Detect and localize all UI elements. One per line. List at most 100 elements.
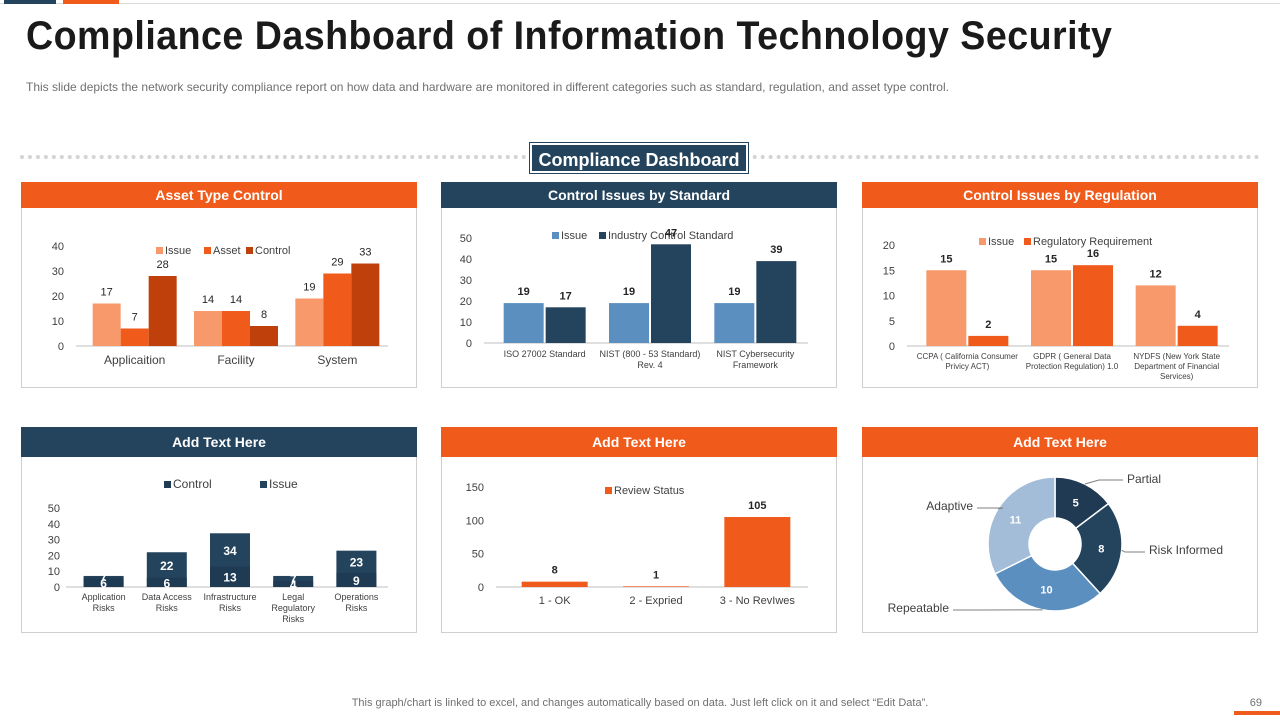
review-bar [623, 586, 689, 587]
maturity-chart: 5 Partial 8 Risk Informed 10 Repeatable 11 Adap… [888, 472, 1223, 615]
risks-category-label: Risks [219, 603, 241, 613]
standard-category-label: Framework [733, 360, 779, 370]
standard-data-label: 47 [665, 227, 677, 239]
risks-ytick: 0 [54, 582, 60, 594]
review-ytick: 150 [466, 482, 484, 494]
standard-bar [609, 303, 649, 343]
top-rule [0, 3, 1280, 4]
donut-value-label: 10 [1040, 585, 1052, 597]
regulation-category-label: Protection Regulation) 1.0 [1026, 362, 1119, 371]
standard-category-label: NIST Cybersecurity [716, 349, 794, 359]
regulation-legend-swatch [1024, 238, 1031, 245]
asset-legend-label: Asset [213, 245, 241, 257]
regulation-ytick: 20 [883, 240, 895, 252]
regulation-category-label: Services) [1160, 372, 1194, 381]
standard-ytick: 0 [466, 338, 472, 350]
standard-panel: Control Issues by Standard 0 10 20 30 40 50 Is… [441, 182, 837, 388]
review-category-label: 3 - No RevIwes [720, 595, 796, 607]
risks-category-label: Infrastructure [203, 592, 256, 602]
regulation-panel: Control Issues by Regulation 0 5 10 15 20 Iss… [862, 182, 1258, 388]
standard-chart: 0 10 20 30 40 50 Issue Industry Control Standar… [460, 227, 808, 370]
risks-legend-label: Control [173, 477, 212, 491]
risks-category-label: Operations [334, 592, 379, 602]
standard-bar [651, 244, 691, 343]
risks-ytick: 50 [48, 503, 60, 515]
standard-ytick: 50 [460, 233, 472, 245]
asset-bar [194, 311, 222, 346]
donut-category-label: Adaptive [926, 499, 973, 513]
regulation-data-label: 2 [985, 319, 991, 331]
regulation-data-label: 15 [940, 253, 952, 265]
regulation-category-label: GDPR ( General Data [1033, 352, 1111, 361]
asset-data-label: 17 [101, 287, 113, 299]
asset-ytick: 10 [52, 316, 64, 328]
asset-bar [222, 311, 250, 346]
asset-data-label: 8 [261, 309, 267, 321]
review-panel: Add Text Here 0 50 100 150 Review Status 8 1 -… [441, 427, 837, 633]
regulation-bar [1177, 325, 1218, 346]
risks-category-label: Data Access [142, 592, 193, 602]
top-accent-navy [4, 0, 56, 4]
asset-category-label: Facility [217, 353, 254, 367]
risks-data-label-issue: 23 [350, 556, 364, 570]
asset-legend-swatch [156, 247, 163, 254]
asset-legend-swatch [204, 247, 211, 254]
top-accent-orange [63, 0, 119, 4]
standard-header: Control Issues by Standard [441, 182, 837, 208]
dashboard-label: Compliance Dashboard [529, 142, 749, 174]
asset-type-chart: 0 10 20 30 40 Issue Asset Control 17 7 28 Applicait… [52, 241, 388, 367]
standard-legend-swatch [552, 232, 559, 239]
review-ytick: 0 [478, 582, 484, 594]
asset-data-label: 14 [202, 294, 214, 306]
standard-ytick: 20 [460, 296, 472, 308]
standard-legend-label: Industry Control Standard [608, 230, 733, 242]
asset-bar [92, 303, 121, 346]
review-category-label: 2 - Expried [629, 595, 682, 607]
risks-category-label: Risks [345, 603, 367, 613]
donut-slice [1071, 502, 1123, 595]
standard-bar [714, 303, 755, 343]
risks-ytick: 40 [48, 519, 60, 531]
asset-type-panel: Asset Type Control 0 10 20 30 40 Issue Asset Co… [21, 182, 417, 388]
maturity-panel: Add Text Here 5 Partial 8 Risk Informed 10 Re… [862, 427, 1258, 633]
risks-data-label-issue: 34 [223, 544, 237, 558]
review-data-label: 105 [748, 500, 766, 512]
asset-bar [250, 326, 278, 346]
standard-bar [756, 261, 797, 343]
regulation-data-label: 15 [1045, 253, 1057, 265]
risks-legend-swatch [260, 481, 267, 488]
asset-legend-label: Issue [165, 245, 191, 257]
asset-ytick: 20 [52, 291, 64, 303]
risks-bar-control [83, 577, 124, 587]
risks-bar-control [210, 566, 250, 587]
asset-data-label: 28 [157, 259, 169, 271]
risks-category-label: Risks [156, 603, 178, 613]
asset-bar [120, 328, 149, 346]
risks-data-label-control: 9 [353, 574, 360, 588]
donut-leader-line [1084, 479, 1123, 485]
asset-ytick: 40 [52, 241, 64, 253]
risks-bar-control [273, 580, 314, 587]
standard-category-label: NIST (800 - 53 Standard) [600, 349, 701, 359]
donut-value-label: 8 [1098, 543, 1104, 555]
page-accent-bar [1234, 711, 1280, 715]
asset-type-header: Asset Type Control [21, 182, 417, 208]
asset-ytick: 0 [58, 341, 64, 353]
standard-bar [503, 303, 544, 343]
page-number: 69 [1249, 697, 1262, 709]
risks-ytick: 10 [48, 566, 60, 578]
page-subtitle: This slide depicts the network security … [26, 80, 949, 94]
risks-data-label-control: 4 [290, 578, 297, 592]
donut-slice [987, 476, 1056, 575]
regulation-bar [1031, 270, 1071, 346]
asset-data-label: 14 [230, 294, 242, 306]
standard-data-label: 19 [623, 286, 635, 298]
risks-category-label: Application [82, 592, 126, 602]
donut-leader-line [1121, 549, 1145, 553]
review-ytick: 100 [466, 515, 484, 527]
standard-ytick: 10 [460, 317, 472, 329]
review-data-label: 8 [552, 565, 558, 577]
review-category-label: 1 - OK [539, 595, 571, 607]
regulation-legend-label: Issue [988, 236, 1014, 248]
